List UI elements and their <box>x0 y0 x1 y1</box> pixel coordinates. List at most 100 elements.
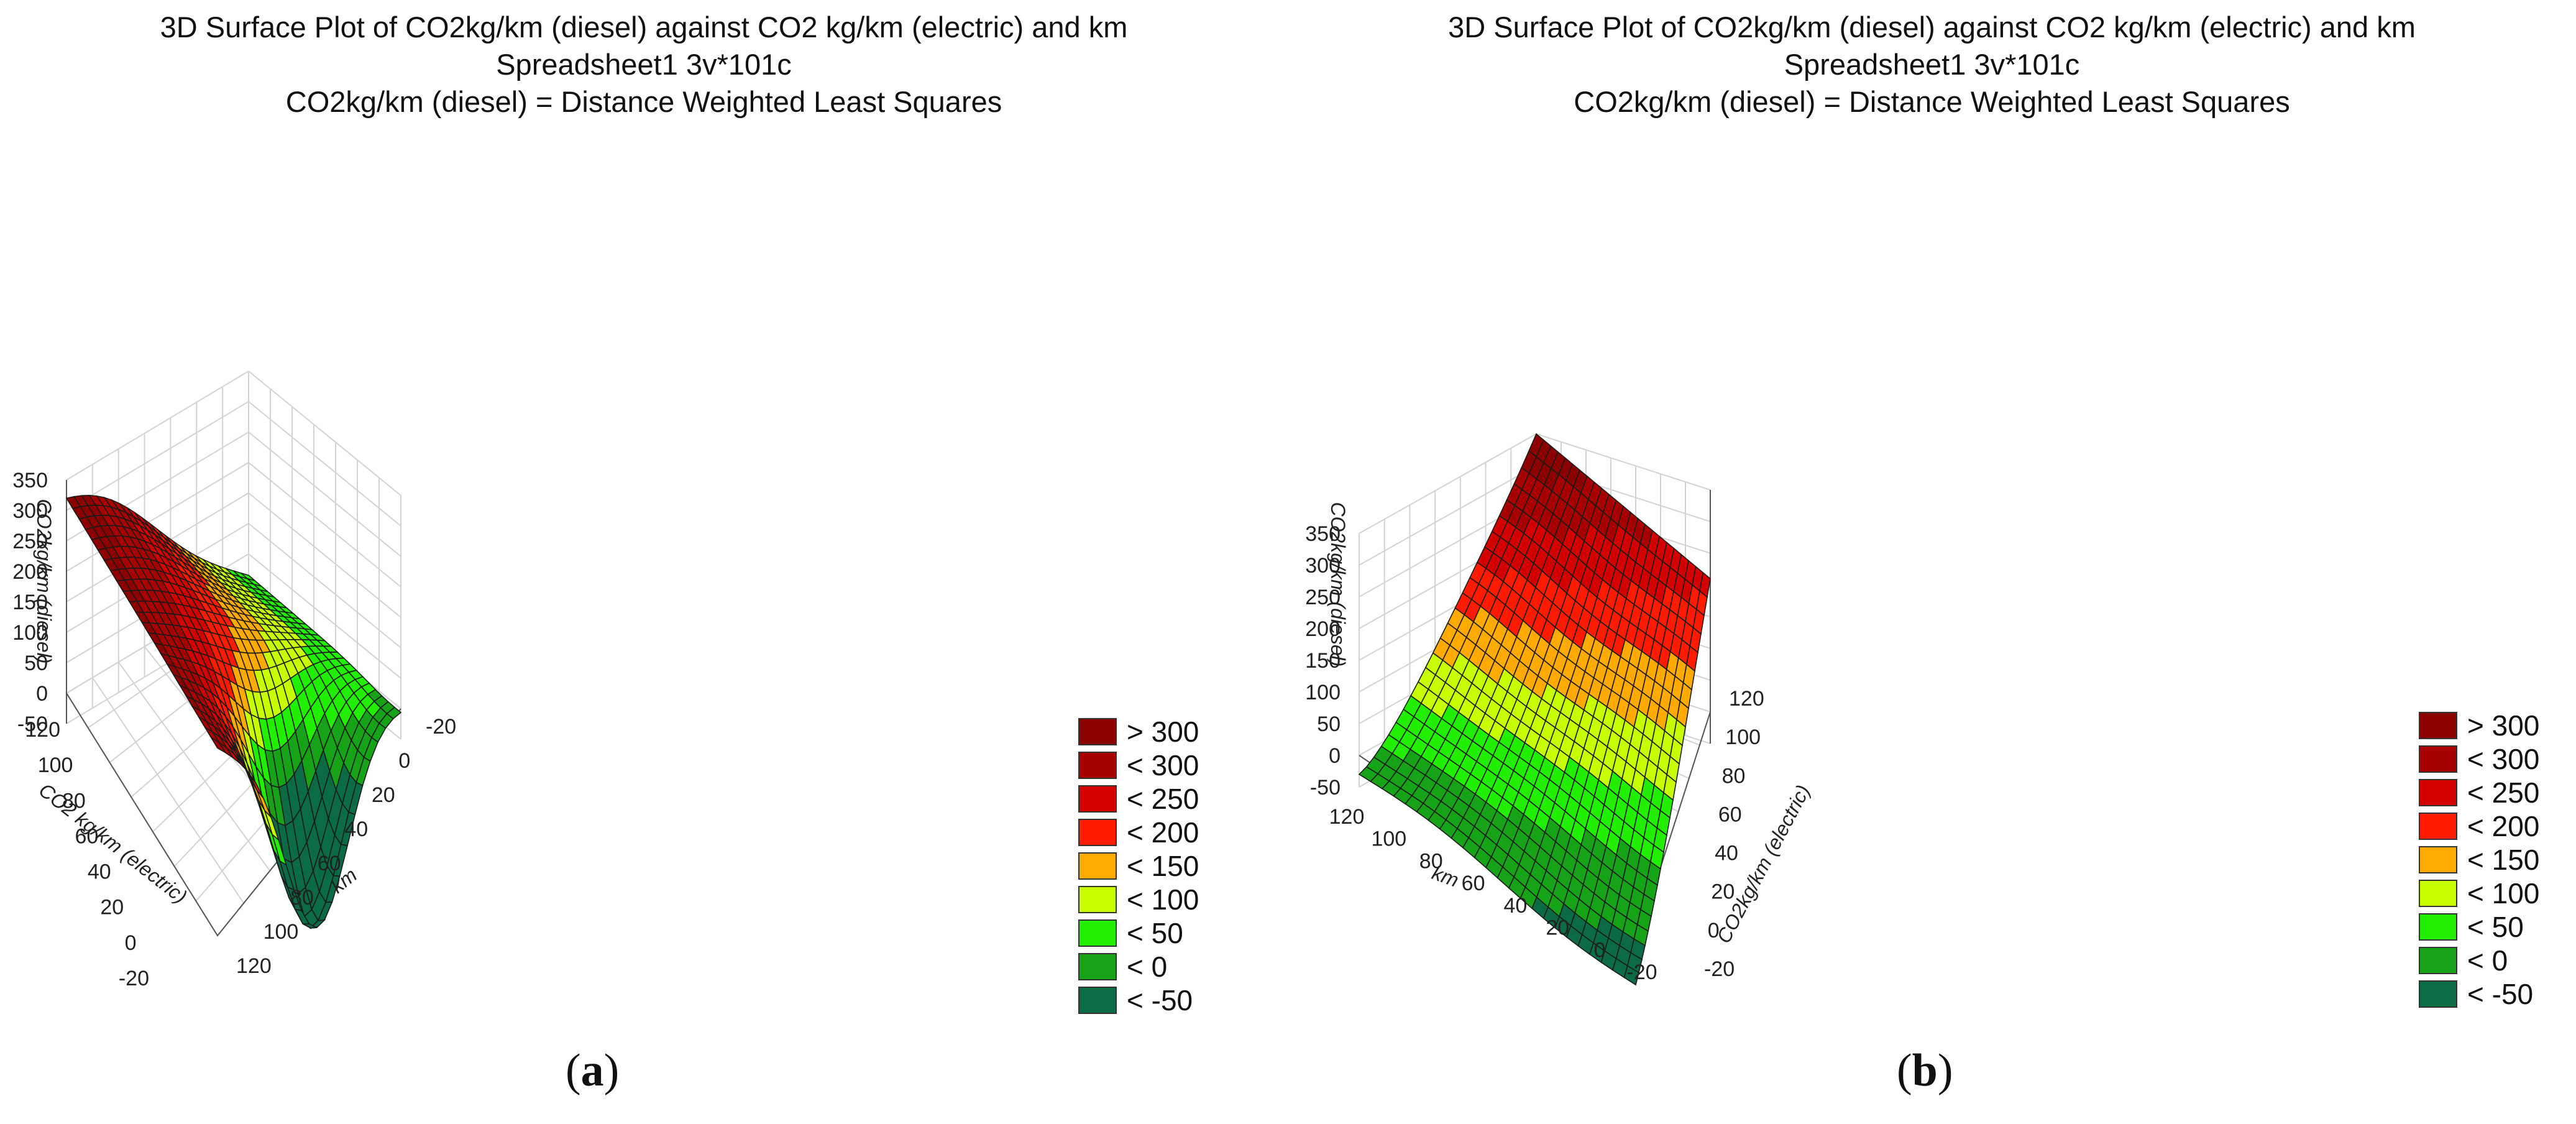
chart-a-title: 3D Surface Plot of CO2kg/km (diesel) aga… <box>160 11 1128 44</box>
legend-swatch <box>2419 712 2457 739</box>
legend-label: < 300 <box>1127 749 1199 781</box>
z-axis-label: CO2kg/km (diesel) <box>33 499 55 664</box>
surface-mesh <box>65 494 402 929</box>
chart-b-caption-open: ( <box>1897 1045 1912 1096</box>
y-tick-label: 100 <box>38 753 73 777</box>
z-axis-label: CO2kg/km (diesel) <box>1327 502 1349 667</box>
legend-swatch <box>1078 919 1117 947</box>
x-tick-label: 80 <box>290 886 314 910</box>
y-tick-label: 0 <box>125 931 137 955</box>
legend-swatch <box>1078 718 1117 745</box>
legend-label: < 150 <box>1127 850 1199 882</box>
z-tick-label: 50 <box>24 652 48 675</box>
chart-a-subtitle: Spreadsheet1 3v*101c <box>496 48 792 81</box>
chart-a-subtitle2: CO2kg/km (diesel) = Distance Weighted Le… <box>285 85 1002 118</box>
x-tick-label: 0 <box>1594 938 1606 962</box>
legend-item: < 300 <box>1078 749 1199 782</box>
z-tick-label: 350 <box>12 469 48 492</box>
x-tick-label: 0 <box>398 749 410 773</box>
x-tick-label: 20 <box>372 783 395 807</box>
legend-label: > 300 <box>1127 716 1199 748</box>
gridline <box>248 371 401 496</box>
gridline <box>248 553 401 679</box>
chart-a-titles: 3D Surface Plot of CO2kg/km (diesel) aga… <box>0 9 1288 121</box>
legend-swatch <box>2419 913 2457 941</box>
legend-label: < 250 <box>1127 783 1199 815</box>
legend-swatch <box>2419 947 2457 974</box>
z-tick-label: 200 <box>12 560 48 584</box>
chart-a-plot: 350300250200150100500-50120100806040200-… <box>12 371 456 990</box>
x-tick-label: 20 <box>1546 916 1569 940</box>
legend-swatch <box>1078 953 1117 980</box>
y-tick-label: 120 <box>1729 687 1764 711</box>
legend-item: < 150 <box>1078 849 1199 883</box>
legend-swatch <box>1078 852 1117 880</box>
legend-label: < 0 <box>1127 951 1168 983</box>
y-tick-label: 80 <box>62 789 86 813</box>
x-tick-label: 120 <box>1329 805 1365 829</box>
z-tick-label: 250 <box>12 530 48 553</box>
legend-label: < 200 <box>1127 816 1199 849</box>
x-tick-label: 100 <box>1371 827 1406 851</box>
y-tick-label: -20 <box>119 967 149 990</box>
x-tick-label: -20 <box>426 715 456 739</box>
legend-label: < 150 <box>2467 844 2540 876</box>
gridline <box>248 492 401 618</box>
z-tick-label: -50 <box>17 712 48 736</box>
y-tick-label: 60 <box>75 824 98 848</box>
legend-label: < 50 <box>2467 911 2524 943</box>
legend-item: < 200 <box>2419 809 2539 843</box>
surface-cell <box>1623 965 1639 986</box>
legend-item: > 300 <box>1078 715 1199 749</box>
x-tick-label: 80 <box>1419 849 1443 873</box>
legend-swatch <box>2419 745 2457 773</box>
gridline <box>1359 433 1537 534</box>
z-tick-label: 0 <box>1329 744 1341 768</box>
chart-panel-a: 3D Surface Plot of CO2kg/km (diesel) aga… <box>0 9 1288 1096</box>
gridline <box>117 661 271 872</box>
y-tick-label: 100 <box>1725 726 1761 749</box>
chart-b-plot: 350300250200150100500-50120100806040200-… <box>1305 433 1815 986</box>
legend-item: < 300 <box>2419 742 2539 776</box>
surface-cell <box>211 737 226 753</box>
legend-swatch <box>2419 980 2457 1008</box>
y-tick-label: 80 <box>1722 764 1746 788</box>
y-tick-label: 40 <box>88 860 111 884</box>
x-tick-label: -20 <box>1626 960 1657 984</box>
legend-label: < 50 <box>1127 917 1183 949</box>
z-tick-label: 200 <box>1305 617 1341 641</box>
legend-item: < -50 <box>1078 984 1199 1017</box>
surface-mesh <box>1358 433 1711 986</box>
z-tick-label: 50 <box>1317 712 1341 736</box>
gridline <box>248 523 401 648</box>
legend-swatch <box>1078 886 1117 913</box>
z-tick-label: 250 <box>1305 586 1341 609</box>
z-tick-label: 350 <box>1305 522 1341 546</box>
legend-label: < 100 <box>2467 877 2540 910</box>
legend-label: < -50 <box>2467 978 2534 1010</box>
legend-label: > 300 <box>2467 709 2540 742</box>
legend-item: < 150 <box>2419 843 2539 877</box>
axis-wall-grid <box>248 371 401 740</box>
chart-b-title: 3D Surface Plot of CO2kg/km (diesel) aga… <box>1448 11 2416 44</box>
legend-swatch <box>1078 752 1117 779</box>
x-tick-label: 60 <box>1462 872 1485 895</box>
y-tick-label: 40 <box>1715 842 1738 865</box>
legend-swatch <box>2419 779 2457 806</box>
chart-a-caption-letter: a <box>580 1045 604 1096</box>
legend-item: < 50 <box>1078 916 1199 950</box>
z-tick-label: 100 <box>12 621 48 645</box>
x-tick-label: 120 <box>236 954 272 978</box>
gridline <box>248 401 401 527</box>
x-tick-label: 40 <box>1504 894 1528 918</box>
legend-item: < 0 <box>1078 950 1199 984</box>
chart-a-legend: > 300 < 300 < 250 < 200 < 150 < 100 < 50 < 0 < -… <box>1078 715 1199 1017</box>
legend-swatch <box>2419 880 2457 907</box>
legend-swatch <box>1078 785 1117 813</box>
legend-item: < 100 <box>2419 877 2539 910</box>
chart-panel-b: 3D Surface Plot of CO2kg/km (diesel) aga… <box>1288 0 2576 1124</box>
legend-item: < 200 <box>1078 816 1199 849</box>
chart-b-legend: > 300 < 300 < 250 < 200 < 150 < 100 < 50 < 0 < -… <box>2419 709 2539 1011</box>
z-tick-label: 150 <box>1305 649 1341 673</box>
z-tick-label: 300 <box>1305 554 1341 578</box>
